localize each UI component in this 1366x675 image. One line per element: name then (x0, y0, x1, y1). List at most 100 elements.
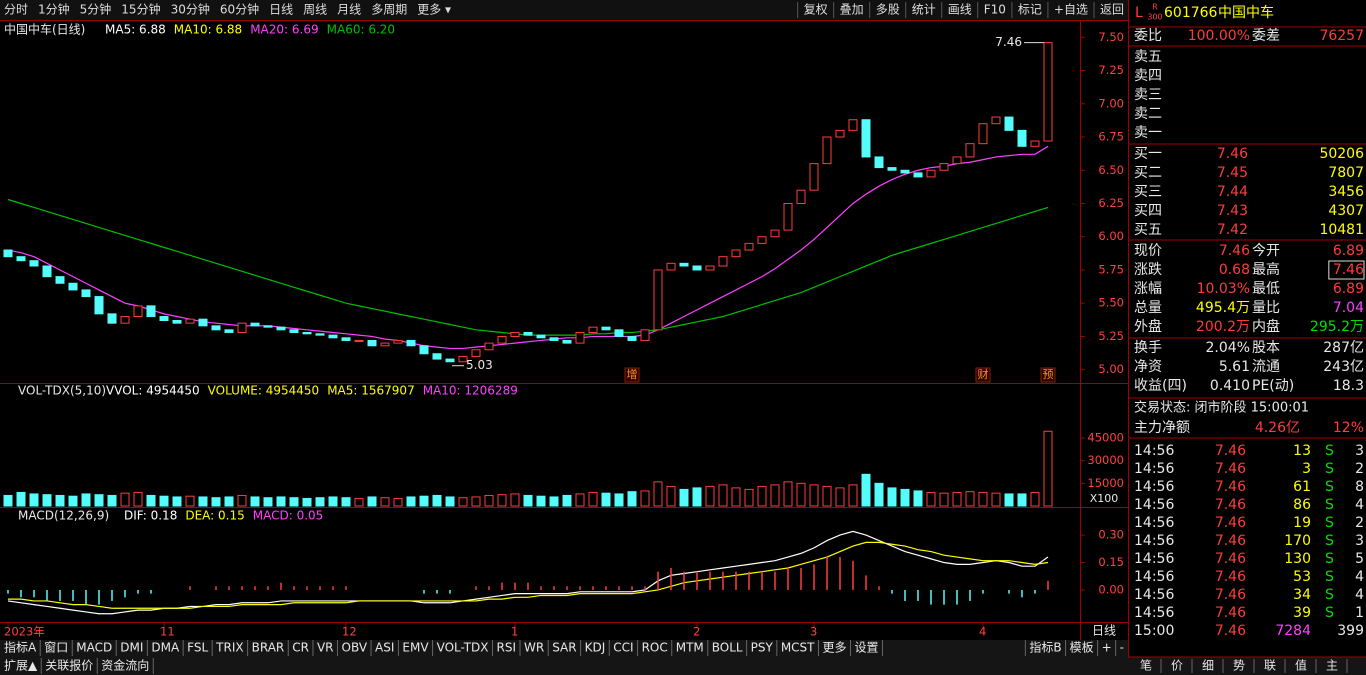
quote-tab[interactable]: 值 (1295, 658, 1307, 673)
tab[interactable]: MTM (676, 641, 704, 655)
volume-bar (16, 491, 26, 507)
quote-tab[interactable]: 势 (1233, 659, 1245, 673)
tab[interactable]: 模板 (1070, 641, 1094, 655)
tab[interactable]: FSL (187, 641, 208, 655)
tab[interactable]: DMI (120, 641, 143, 655)
tab[interactable]: OBV (342, 641, 368, 655)
tab[interactable]: 设置 (855, 641, 879, 655)
tab[interactable]: RSI (497, 641, 517, 655)
toolbar-item[interactable]: 5分钟 (80, 2, 112, 17)
tab[interactable]: WR (524, 641, 544, 655)
tab[interactable]: CR (292, 641, 309, 655)
toolbar-button[interactable]: 复权 (804, 3, 828, 17)
tab[interactable]: BRAR (252, 641, 285, 655)
volume-bar (497, 494, 507, 507)
ask-label: 卖四 (1134, 68, 1162, 84)
quote-tab[interactable]: 笔 (1140, 658, 1152, 673)
tab[interactable]: 关联报价 (45, 658, 93, 673)
volume-bar (81, 493, 91, 507)
tab[interactable]: DMA (151, 641, 180, 655)
tab[interactable]: TRIX (215, 641, 243, 655)
quote-tab[interactable]: 主 (1326, 659, 1338, 673)
toolbar-button[interactable]: +自选 (1054, 3, 1088, 17)
trade-cell: S (1325, 497, 1334, 513)
candle (601, 326, 611, 331)
volume-bar (692, 487, 702, 507)
bid-price: 7.46 (1217, 146, 1248, 162)
candle (224, 329, 234, 333)
volume-bar (471, 496, 481, 507)
trade-cell: 14:56 (1134, 461, 1174, 477)
candle (861, 119, 871, 158)
stat-value: 7.04 (1333, 300, 1364, 316)
stat-label: 涨跌 (1134, 262, 1162, 278)
tab[interactable]: 资金流向 (101, 658, 149, 673)
toolbar-button[interactable]: 返回 (1100, 3, 1124, 17)
stat-value: 5.61 (1219, 359, 1250, 375)
candle (94, 296, 104, 315)
volume-bar (614, 493, 624, 507)
volume-bar (926, 491, 936, 507)
trade-cell: 19 (1293, 515, 1311, 531)
toolbar-item[interactable]: 更多 ▾ (417, 3, 451, 17)
toolbar-button[interactable]: 多股 (876, 3, 900, 17)
trade-cell: 14:56 (1134, 515, 1174, 531)
toolbar-item[interactable]: 1分钟 (38, 2, 70, 17)
tab[interactable]: CCI (613, 641, 633, 655)
legend-entry: MA60: 6.20 (327, 23, 395, 37)
toolbar-button[interactable]: 标记 (1018, 3, 1042, 17)
tab[interactable]: MACD (76, 641, 112, 655)
y-tick-label: 30000 (1087, 453, 1124, 467)
volume-bar (978, 491, 988, 507)
candle (354, 339, 364, 342)
tab[interactable]: + (1102, 641, 1112, 655)
candle (263, 325, 273, 328)
ma-line (7, 145, 1049, 350)
tab[interactable]: 窗口 (44, 641, 68, 655)
tab[interactable]: PSY (751, 641, 774, 655)
tab[interactable]: SAR (552, 641, 576, 655)
tab[interactable]: 指标A (4, 640, 37, 655)
tab[interactable]: - (1120, 641, 1124, 655)
quote-tab[interactable]: 细 (1202, 659, 1214, 673)
tab[interactable]: 扩展▲ (4, 659, 38, 673)
event-box (1040, 367, 1056, 383)
x-tick-label: 2 (693, 625, 700, 639)
volume-bar (302, 497, 312, 507)
tab[interactable]: EMV (402, 641, 429, 655)
tab[interactable]: ASI (375, 641, 394, 655)
toolbar-button[interactable]: 画线 (948, 3, 972, 17)
tab[interactable]: 指标B (1029, 640, 1061, 655)
y-tick-label: 7.25 (1098, 63, 1124, 77)
candle (991, 116, 1001, 125)
toolbar-item[interactable]: 周线 (303, 3, 327, 17)
toolbar-item[interactable]: 分时 (4, 3, 28, 17)
toolbar-item[interactable]: 多周期 (371, 3, 407, 17)
quote-tab[interactable]: 价 (1171, 659, 1183, 673)
tab[interactable]: ROC (642, 641, 668, 655)
toolbar-item[interactable]: 30分钟 (171, 2, 210, 17)
toolbar-item[interactable]: 日线 (269, 3, 293, 17)
macd-line (7, 530, 1049, 615)
toolbar-item[interactable]: 60分钟 (220, 2, 259, 17)
toolbar-button[interactable]: 统计 (912, 3, 936, 17)
candle (29, 260, 39, 267)
tab[interactable]: BOLL (712, 641, 743, 655)
tab[interactable]: VOL-TDX (437, 641, 489, 655)
event-marker: 财 (978, 367, 989, 381)
x-tick-label: 12 (342, 625, 357, 639)
quote-tab[interactable]: 联 (1264, 659, 1276, 673)
volume-bar (848, 484, 858, 507)
volume-bar (822, 485, 832, 507)
volume-bar (575, 493, 585, 507)
bid-label: 买四 (1134, 203, 1162, 219)
toolbar-button[interactable]: 叠加 (840, 3, 864, 17)
tab[interactable]: VR (317, 641, 334, 655)
tab[interactable]: KDJ (585, 641, 606, 655)
toolbar-item[interactable]: 月线 (337, 3, 361, 17)
tab[interactable]: 更多 (823, 641, 847, 655)
tab[interactable]: MCST (781, 641, 815, 655)
toolbar-button[interactable]: F10 (984, 3, 1006, 17)
volume-bar (653, 481, 663, 507)
toolbar-item[interactable]: 15分钟 (121, 2, 160, 17)
